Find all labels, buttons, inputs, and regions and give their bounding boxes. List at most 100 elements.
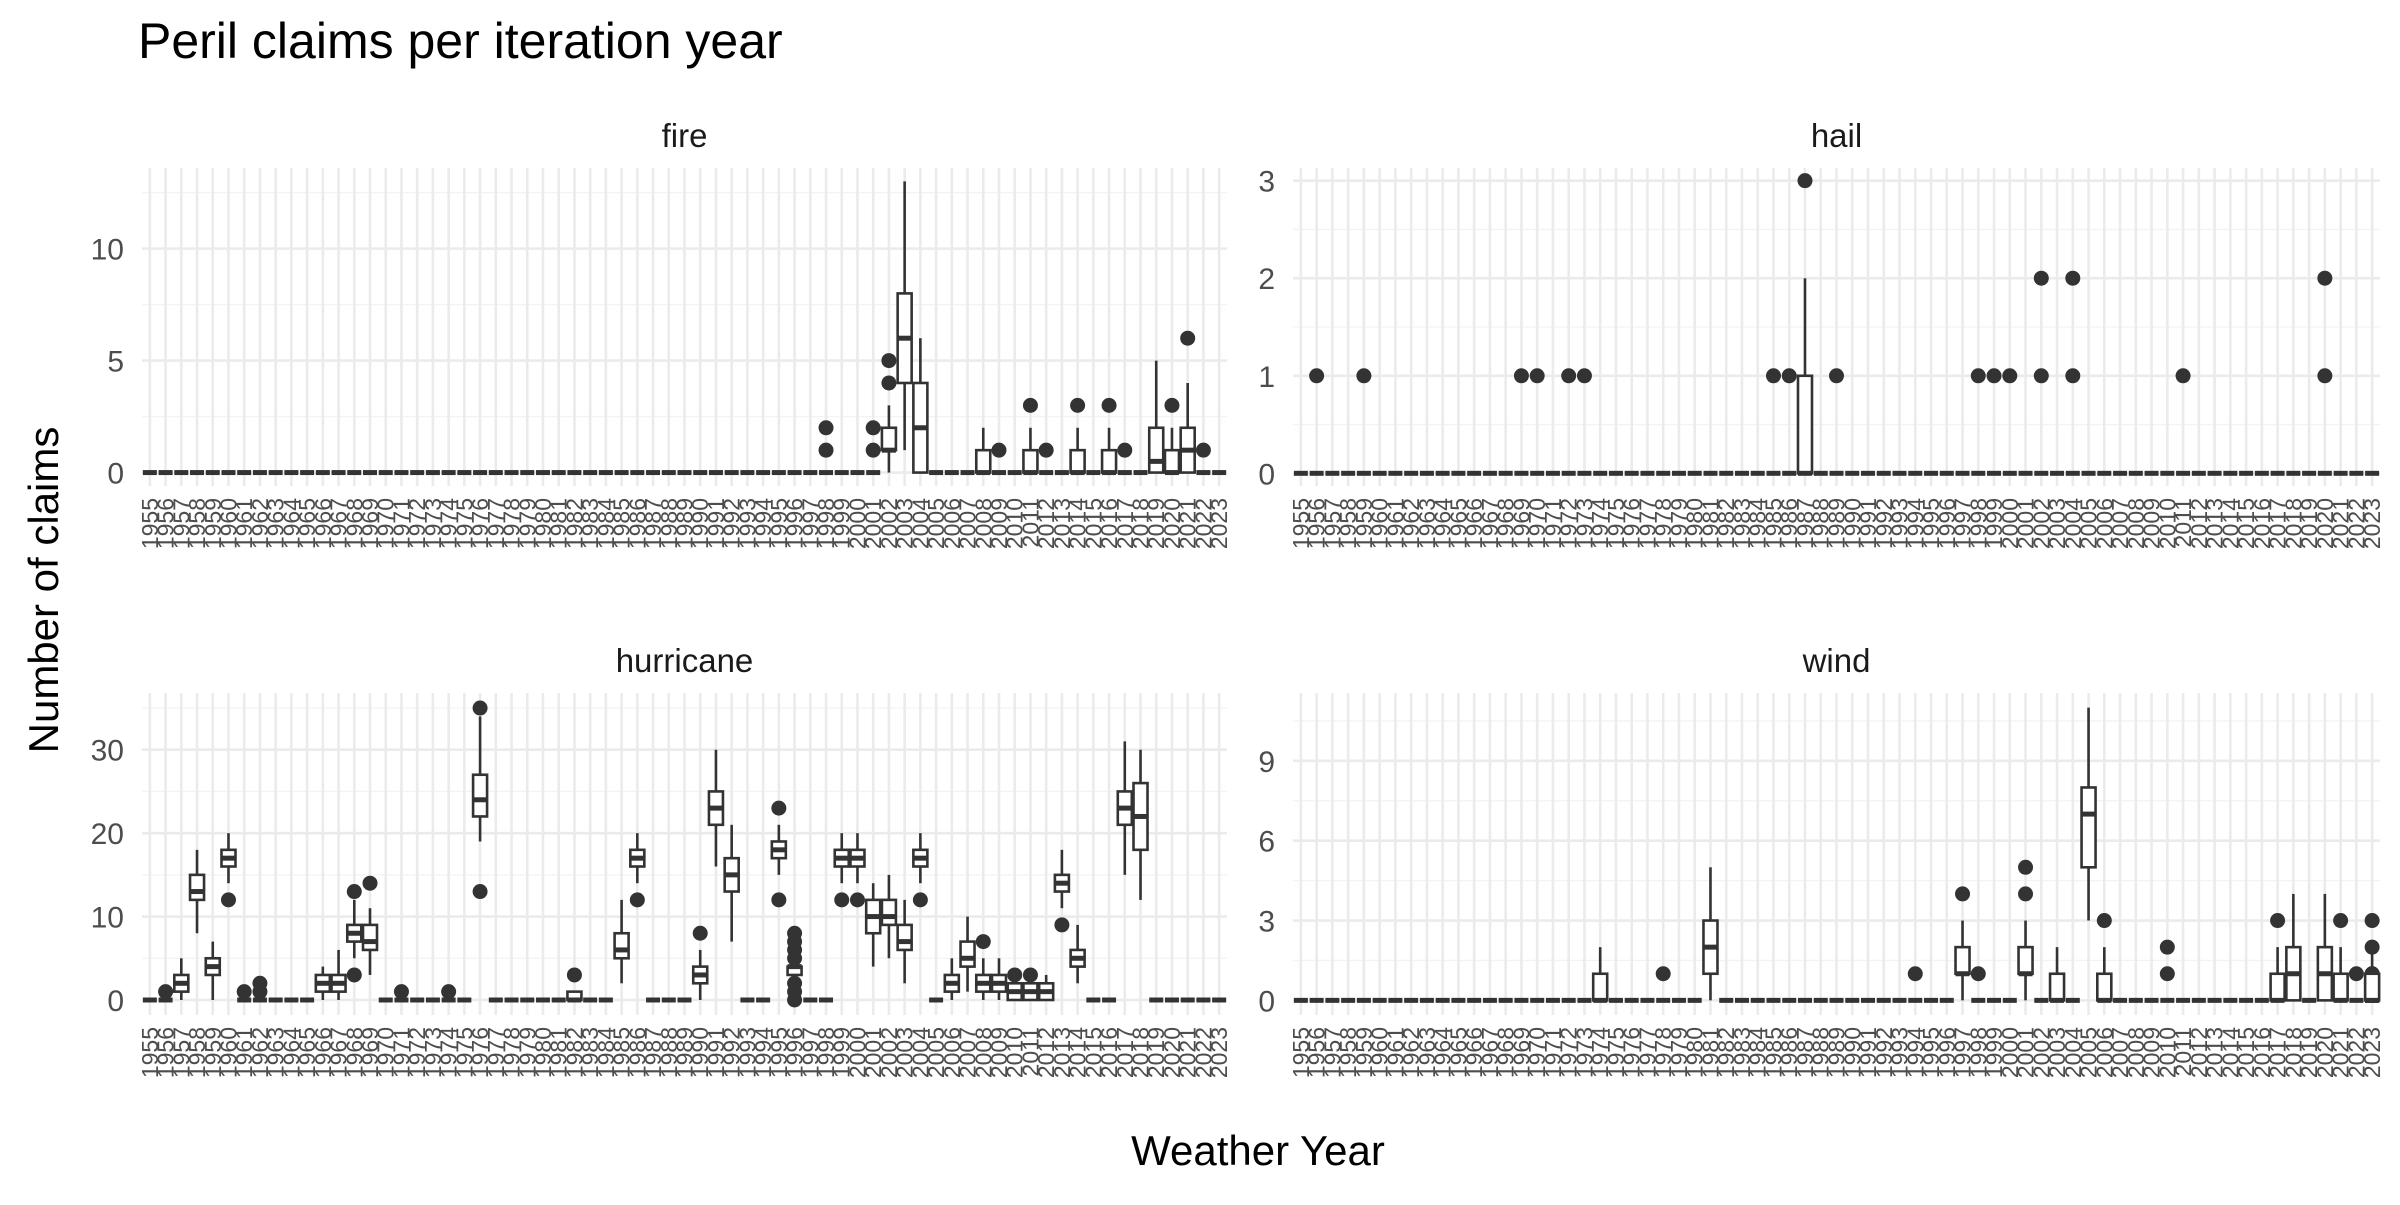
x-tick-label: 1997: [797, 1027, 823, 1078]
outlier-point: [2033, 368, 2049, 384]
box-hail-1986: [1781, 368, 1797, 476]
x-tick-label: 1973: [420, 498, 446, 549]
outlier-point: [1907, 966, 1923, 982]
x-tick-label: 1994: [1902, 498, 1928, 549]
x-tick-label: 1971: [388, 1027, 414, 1078]
x-tick-label: 1983: [577, 498, 603, 549]
x-tick-label: 1969: [1508, 1027, 1534, 1078]
box-hurricane-2003: [896, 899, 913, 984]
x-tick-label: 1984: [593, 498, 619, 549]
x-tick-label: 1984: [593, 1027, 619, 1078]
x-tick-label: 2007: [2107, 498, 2133, 549]
x-tick-label: 2010: [1002, 498, 1028, 549]
x-tick-label: 1980: [1682, 1027, 1708, 1078]
x-tick-label: 2014: [2217, 1027, 2243, 1078]
x-tick-label: 2015: [2233, 1027, 2259, 1078]
x-tick-label: 2006: [2091, 498, 2117, 549]
facet-label-hail: hail: [1811, 117, 1862, 154]
x-tick-label: 1968: [341, 1027, 367, 1078]
x-tick-label: 1970: [373, 498, 399, 549]
x-tick-label: 1985: [609, 498, 635, 549]
box-hurricane-2004: [912, 833, 929, 908]
box-hail-1999: [1986, 368, 2002, 476]
x-tick-label: 1999: [1981, 1027, 2007, 1078]
x-tick-label: 2007: [955, 498, 981, 549]
x-tick-label: 2008: [2123, 1027, 2149, 1078]
box-hurricane-1966: [314, 966, 332, 1000]
x-tick-label: 1968: [1493, 498, 1519, 549]
box-body: [2096, 972, 2113, 1002]
x-tick-label: 2002: [876, 1027, 902, 1078]
outlier-point: [1117, 442, 1133, 458]
y-tick-label: 3: [1258, 906, 1275, 939]
x-tick-label: 2015: [2233, 498, 2259, 549]
box-body: [361, 923, 379, 952]
x-tick-label: 1988: [1808, 498, 1834, 549]
box-hurricane-2002: [880, 874, 898, 959]
x-tick-label: 1960: [1367, 1027, 1393, 1078]
outlier-point: [1054, 917, 1070, 933]
outlier-point: [1986, 368, 2002, 384]
x-tick-label: 2001: [860, 1027, 886, 1078]
x-tick-label: 1961: [1382, 1027, 1408, 1078]
box-hail-1956: [1309, 368, 1325, 476]
x-tick-label: 1973: [1571, 1027, 1597, 1078]
box-wind-2010: [2159, 939, 2175, 1003]
x-tick-label: 1986: [624, 1027, 650, 1078]
box-wind-1997: [1954, 886, 1971, 1001]
x-tick-label: 2016: [2249, 1027, 2275, 1078]
x-tick-label: 2018: [1128, 1027, 1154, 1078]
x-tick-label: 2023: [2359, 498, 2385, 549]
x-tick-label: 1958: [1335, 1027, 1361, 1078]
box-body: [1591, 972, 1609, 1002]
x-tick-label: 2022: [2343, 1027, 2369, 1078]
outlier-point: [629, 892, 645, 908]
box-body: [880, 426, 898, 452]
x-tick-label: 1960: [1367, 498, 1393, 549]
x-tick-label: 1959: [1351, 498, 1377, 549]
x-tick-label: 2003: [892, 1027, 918, 1078]
x-tick-label: 1964: [278, 498, 304, 549]
outlier-point: [1101, 397, 1117, 413]
x-tick-label: 1955: [137, 1027, 163, 1078]
x-tick-label: 1978: [499, 1027, 525, 1078]
facet-panels: fire051019551956195719581959196019611962…: [91, 117, 2385, 1078]
x-tick-label: 1985: [1760, 1027, 1786, 1078]
x-tick-label: 1986: [1776, 1027, 1802, 1078]
x-tick-label: 1988: [656, 498, 682, 549]
x-tick-label: 1959: [200, 498, 226, 549]
x-tick-label: 1979: [1666, 1027, 1692, 1078]
box-hurricane-2000: [849, 833, 866, 908]
x-tick-label: 1984: [1745, 1027, 1771, 1078]
x-tick-label: 1979: [514, 1027, 540, 1078]
box-hurricane-1968: [345, 884, 363, 983]
outlier-point: [2065, 270, 2081, 286]
outlier-point: [1797, 173, 1813, 189]
x-tick-label: 1973: [1571, 498, 1597, 549]
box-fire-2003: [896, 181, 913, 451]
facet-panel-hurricane: hurricane 0 10 20 30 195519561957195819591960…: [91, 642, 1233, 1078]
box-fire-2019: [1147, 360, 1165, 474]
outlier-point: [771, 892, 787, 908]
x-tick-label: 1955: [1288, 498, 1314, 549]
x-tick-label: 1988: [656, 1027, 682, 1078]
x-tick-label: 2008: [2123, 498, 2149, 549]
box-hail-1998: [1970, 368, 1986, 476]
box-body: [2080, 786, 2097, 869]
x-tick-label: 1997: [797, 498, 823, 549]
x-tick-label: 1994: [1902, 1027, 1928, 1078]
outlier-point: [2002, 368, 2018, 384]
x-tick-label: 1981: [1697, 498, 1723, 549]
y-tick-label: 1: [1258, 361, 1275, 394]
x-tick-label: 1982: [1713, 498, 1739, 549]
box-hurricane-2007: [959, 916, 976, 992]
x-tick-label: 1999: [829, 498, 855, 549]
box-wind-1994: [1907, 966, 1923, 1003]
x-tick-label: 1987: [640, 498, 666, 549]
box-fire-2001: [865, 420, 881, 476]
x-tick-label: 2012: [1033, 498, 1059, 549]
box-wind-2022: [2348, 966, 2364, 1003]
outlier-point: [1970, 368, 1986, 384]
x-tick-label: 2012: [2186, 1027, 2212, 1078]
x-tick-label: 1985: [1760, 498, 1786, 549]
